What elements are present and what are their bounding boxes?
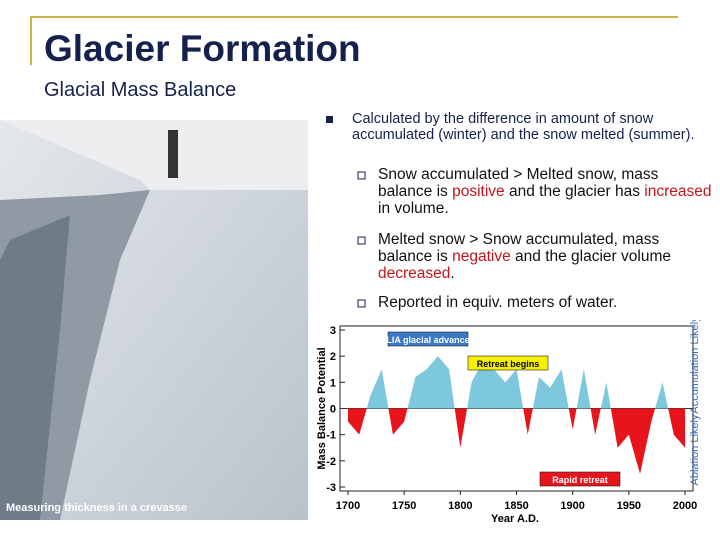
bullet-text: Melted snow > Snow accumulated, mass bal… [378,231,713,282]
x-axis-label: Year A.D. [491,513,539,525]
text-run: in volume. [378,200,449,217]
photo-crevasse [0,215,70,520]
y-tick-label: -1 [326,430,336,442]
x-tick-label: 1850 [504,500,528,512]
text-run: Reported in equiv. meters of water. [378,294,618,311]
y-axis-label: Mass Balance Potential [316,347,328,469]
y-tick-label: 0 [330,404,336,416]
bullet [326,116,333,123]
bullet-text: Reported in equiv. meters of water. [378,294,713,311]
annotation: LIA glacial advance [386,335,469,345]
annotation-box [387,331,469,347]
text-run: Snow accumulated > Melted snow, mass bal… [378,166,659,200]
text-run: decreased [378,265,451,282]
y-tick-label: 1 [330,377,336,389]
bullet [357,236,366,245]
text-run: Calculated by the difference in amount o… [352,111,695,143]
subtitle: Glacial Mass Balance [44,79,237,101]
x-tick-label: 1900 [560,500,584,512]
annotation-box [467,355,549,371]
annotation: Retreat begins [477,359,540,369]
text-run: positive [452,183,505,200]
annotation-box [539,471,621,487]
y-tick-label: 2 [330,351,336,363]
photo-person [168,130,178,178]
photo-sky [0,120,308,190]
y-tick-label: 3 [330,325,336,337]
side-label: Ablation Likely [689,414,701,485]
text-run: Melted snow > Snow accumulated, mass bal… [378,231,660,265]
area-negative [348,408,685,474]
bullet [357,171,366,180]
x-tick-label: 1950 [617,500,641,512]
area-positive [348,356,685,409]
bullet-text: Snow accumulated > Melted snow, mass bal… [378,166,713,217]
chart: -3 -2 -1 0 1 2 3 1700 1750 1800 1850 1900 1950 2000 Ma… [316,320,701,525]
y-tick-label: -2 [326,456,336,468]
x-tick-label: 1800 [448,500,472,512]
x-tick-label: 1700 [336,500,360,512]
y-tick-label: -3 [326,482,336,494]
side-label: Accumulation Likely [689,320,701,414]
text-run: . [450,265,455,282]
bullet-text: Calculated by the difference in amount o… [352,111,697,143]
photo-caption: Measuring thickness in a crevasse [6,502,187,514]
title: Glacier Formation [44,28,361,69]
text-run: increased [644,183,712,200]
annotation: Rapid retreat [552,475,608,485]
text-run: and the glacier volume [510,248,671,265]
text-run: and the glacier has [504,183,645,200]
x-tick-label: 1750 [392,500,416,512]
x-tick-label: 2000 [673,500,697,512]
text-run: negative [452,248,511,265]
bullet [357,299,366,308]
